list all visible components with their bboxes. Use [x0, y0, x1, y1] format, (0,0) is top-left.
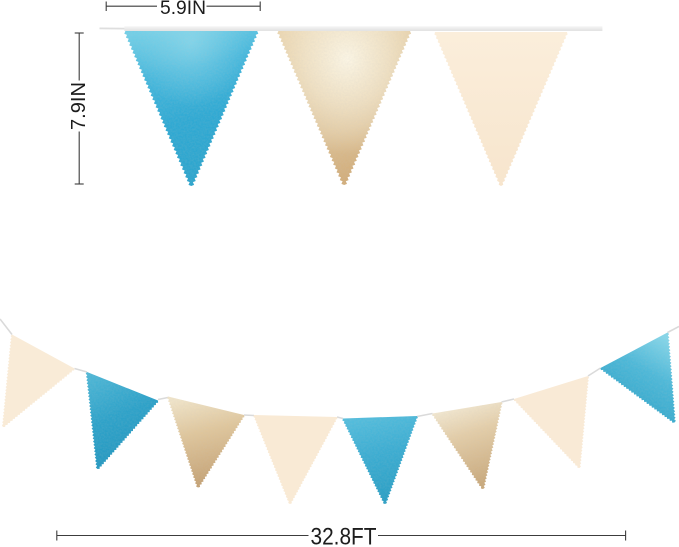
svg-text:5.9IN: 5.9IN — [160, 0, 206, 19]
svg-text:7.9IN: 7.9IN — [68, 82, 90, 130]
svg-text:32.8FT: 32.8FT — [311, 524, 377, 547]
